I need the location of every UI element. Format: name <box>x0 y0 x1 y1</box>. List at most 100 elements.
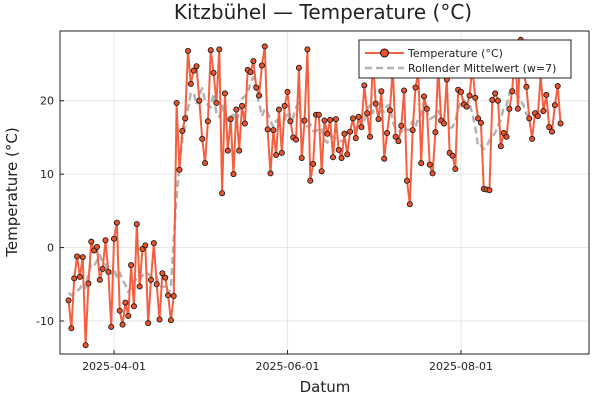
legend: Temperature (°C) Rollender Mittelwert (w… <box>358 39 572 79</box>
temperature-point <box>529 135 536 142</box>
temperature-point <box>452 166 459 173</box>
temperature-point <box>375 116 382 123</box>
temperature-point <box>534 113 541 120</box>
temperature-point <box>497 143 504 150</box>
temperature-point <box>278 149 285 156</box>
temperature-point <box>93 243 100 250</box>
temperature-point <box>156 316 163 323</box>
temperature-point <box>381 155 388 162</box>
temperature-point <box>395 138 402 145</box>
temperature-point <box>304 46 311 53</box>
temperature-point <box>111 235 118 242</box>
temperature-point <box>301 117 308 124</box>
temperature-point <box>327 116 334 123</box>
temperature-point <box>82 342 89 349</box>
temperature-point <box>96 276 103 283</box>
x-tick-label: 2025-06-01 <box>256 360 320 373</box>
temperature-point <box>241 120 248 127</box>
temperature-point <box>341 130 348 137</box>
temperature-point <box>398 122 405 129</box>
temperature-point <box>173 99 180 106</box>
temperature-point <box>426 161 433 168</box>
rolling-mean-series <box>67 76 548 297</box>
temperature-point <box>213 99 220 106</box>
temperature-point <box>71 275 78 282</box>
temperature-point <box>310 160 317 167</box>
temperature-point <box>358 124 365 131</box>
temperature-point <box>352 135 359 142</box>
temperature-point <box>159 270 166 277</box>
temperature-point <box>167 317 174 324</box>
temperature-point <box>253 84 260 91</box>
temperature-point <box>412 84 419 91</box>
temperature-point <box>557 120 564 127</box>
temperature-point <box>136 283 143 290</box>
plot-frame <box>59 30 590 355</box>
temperature-point <box>421 93 428 100</box>
temperature-point <box>122 299 129 306</box>
temperature-point <box>298 154 305 161</box>
temperature-point <box>116 307 123 314</box>
temperature-point <box>378 88 385 95</box>
y-axis-label: Temperature (°C) <box>3 127 21 257</box>
temperature-point <box>207 47 214 54</box>
temperature-point <box>108 323 115 330</box>
temperature-point <box>551 102 558 109</box>
temperature-point <box>318 168 325 175</box>
temperature-point <box>486 187 493 194</box>
temperature-point <box>256 92 263 99</box>
temperature-point <box>330 154 337 161</box>
temperature-point <box>423 105 430 112</box>
temperature-point <box>284 88 291 95</box>
x-tick-label: 2025-04-01 <box>82 360 146 373</box>
temperature-point <box>85 280 92 287</box>
temperature-point <box>523 83 530 90</box>
y-tick-label: 10 <box>40 168 54 181</box>
temperature-point <box>477 119 484 126</box>
temperature-point <box>162 274 169 281</box>
temperature-point <box>392 133 399 140</box>
legend-rolling-label: Rollender Mittelwert (w=7) <box>408 62 556 75</box>
temperature-point <box>494 97 501 104</box>
temperature-point <box>193 63 200 70</box>
temperature-point <box>321 117 328 124</box>
y-tick-label: 20 <box>40 95 54 108</box>
temperature-point <box>324 130 331 137</box>
grid <box>60 31 589 354</box>
temperature-point <box>68 325 75 332</box>
temperature-point <box>170 293 177 300</box>
temperature-point <box>401 87 408 94</box>
temperature-point <box>236 147 243 154</box>
temperature-point <box>466 92 473 99</box>
temperature-point <box>150 240 157 247</box>
temperature-point <box>293 136 300 143</box>
rolling-mean-line <box>67 76 548 297</box>
temperature-point <box>409 127 416 134</box>
temperature-point <box>332 116 339 123</box>
temperature-point <box>449 152 456 159</box>
temperature-point <box>196 97 203 104</box>
temperature-point <box>406 201 413 208</box>
chart-title: Kitzbühel — Temperature (°C) <box>174 0 472 24</box>
temperature-point <box>503 133 510 140</box>
temperature-point <box>275 106 282 113</box>
temperature-point <box>230 171 237 178</box>
temperature-point <box>264 126 271 133</box>
temperature-point <box>99 265 106 272</box>
temperature-point <box>65 297 72 304</box>
legend-temperature-marker <box>380 48 389 58</box>
temperature-point <box>418 160 425 167</box>
temperature-point <box>125 312 132 319</box>
temperature-point <box>261 43 268 50</box>
temperature-point <box>258 62 265 69</box>
temperature-point <box>165 292 172 299</box>
temperature-point <box>546 124 553 131</box>
temperature-point <box>386 107 393 114</box>
temperature-point <box>364 110 371 117</box>
temperature-point <box>403 177 410 184</box>
temperature-point <box>549 128 556 135</box>
temperature-point <box>130 303 137 310</box>
temperature-point <box>267 170 274 177</box>
axis-ticks: -10 0 10 20 2025-04-01 2025-06-01 2025-08-01 <box>36 95 493 373</box>
